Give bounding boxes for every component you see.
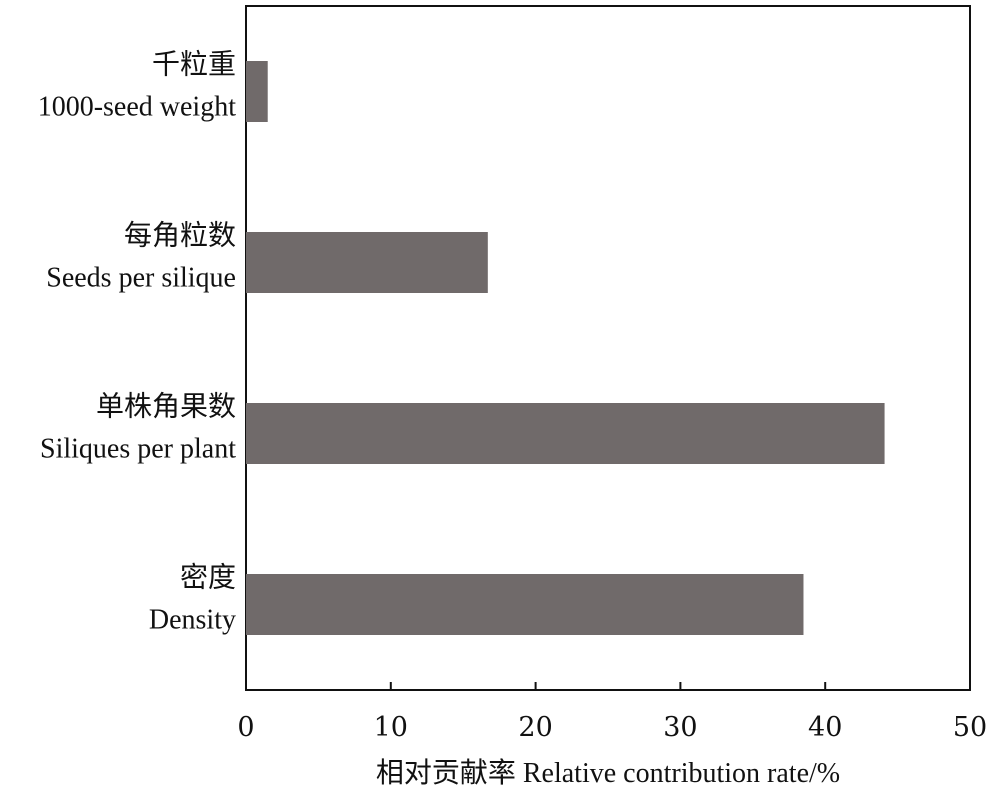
bar-1 xyxy=(246,232,488,293)
category-label-cn-1: 每角粒数 xyxy=(124,219,236,252)
x-tick-label-4: 40 xyxy=(808,712,842,743)
y-labels-group: 千粒重 1000-seed weight 每角粒数 Seeds per silique… xyxy=(38,48,237,636)
bars-group xyxy=(246,61,885,635)
category-label-cn-3: 密度 xyxy=(180,561,236,594)
category-label-cn-2: 单株角果数 xyxy=(96,390,236,423)
category-label-cn-0: 千粒重 xyxy=(152,48,236,81)
bar-0 xyxy=(246,61,268,122)
x-tick-label-5: 50 xyxy=(953,712,987,743)
x-ticks-group: 0 10 20 30 40 50 xyxy=(237,682,987,743)
x-tick-label-0: 0 xyxy=(237,712,254,743)
category-label-en-1: Seeds per silique xyxy=(46,263,236,294)
bar-2 xyxy=(246,403,885,464)
x-tick-label-2: 20 xyxy=(518,712,552,743)
x-axis-title: 相对贡献率 Relative contribution rate/% xyxy=(376,757,840,789)
bar-3 xyxy=(246,574,804,635)
plot-frame xyxy=(245,5,971,691)
category-label-en-3: Density xyxy=(149,605,236,636)
x-tick-label-3: 30 xyxy=(663,712,697,743)
category-label-en-2: Siliques per plant xyxy=(40,434,236,465)
category-label-en-0: 1000-seed weight xyxy=(38,92,237,123)
x-tick-label-1: 10 xyxy=(374,712,408,743)
